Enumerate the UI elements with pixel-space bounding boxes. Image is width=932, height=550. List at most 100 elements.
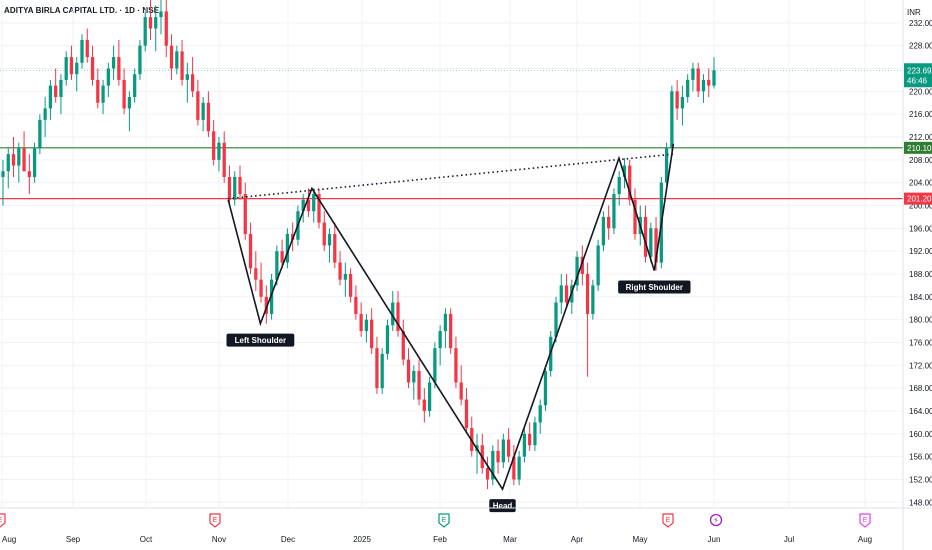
candle-body — [111, 57, 116, 69]
candle-body — [64, 57, 68, 80]
price-tick-label: 196.00 — [909, 224, 932, 233]
candle-body — [127, 97, 132, 109]
candle-body — [712, 70, 716, 86]
price-tick-label: 228.00 — [909, 42, 932, 51]
candle-body — [422, 399, 426, 411]
candle-body — [338, 262, 342, 280]
annotation-box — [489, 499, 516, 513]
candle-body — [69, 57, 74, 75]
time-axis[interactable]: Aug Sep Oct Nov Dec 2025 Feb Mar Apr May Jun Jul Aug — [0, 507, 932, 544]
candle-body — [190, 74, 195, 92]
candle-body — [538, 405, 542, 423]
earnings-event-icon[interactable]: ⚡ — [709, 513, 723, 527]
candle-body — [327, 234, 332, 246]
candle-body — [317, 194, 321, 223]
candle-body — [512, 456, 516, 480]
candle-body — [375, 348, 379, 389]
candle-body — [101, 85, 105, 103]
candle-body — [454, 348, 458, 383]
candle-body — [443, 313, 448, 332]
time-tick-label: Aug — [2, 535, 16, 544]
candle-body — [175, 51, 179, 69]
candle-body — [138, 45, 142, 75]
candles — [1, 0, 716, 490]
candle-body — [59, 79, 63, 98]
candle-body — [359, 313, 363, 332]
price-tick-label: 148.00 — [909, 498, 932, 507]
price-tick-label: 192.00 — [909, 247, 932, 256]
candle-body — [196, 91, 200, 120]
currency-label[interactable]: INR — [907, 8, 921, 17]
price-tick-label: 176.00 — [909, 338, 932, 347]
candle-body — [506, 439, 511, 457]
earnings-event-icon[interactable]: E — [859, 513, 871, 528]
candle-body — [343, 273, 347, 280]
candle-body — [80, 39, 84, 63]
time-tick-label: Aug — [858, 535, 872, 544]
price-axis[interactable]: 148.00 152.00 156.00 160.00 164.00 168.00 172.… — [902, 0, 932, 550]
candle-body — [17, 148, 21, 166]
price-level-tag-label: 201.20 — [907, 195, 932, 204]
candle-body — [564, 285, 569, 303]
chart-title: ADITYA BIRLA CAPITAL LTD. · 1D · NSE — [4, 6, 160, 15]
event-circle — [709, 513, 723, 527]
candle-body — [643, 216, 648, 257]
candle-body — [559, 285, 563, 303]
event-shield — [438, 513, 450, 528]
time-tick-label: Jun — [708, 535, 721, 544]
candle-body — [401, 331, 405, 360]
pattern-zigzag-line — [227, 143, 675, 492]
candle-body — [306, 199, 311, 212]
candle-body — [396, 302, 400, 332]
candle-body — [54, 85, 58, 98]
candle-body — [122, 79, 126, 109]
candle-body — [43, 108, 47, 120]
candle-body — [243, 194, 247, 235]
earnings-event-icon[interactable]: E — [662, 513, 674, 528]
candle-body — [154, 17, 158, 29]
last-price-countdown: 46:46 — [907, 76, 928, 85]
candle-body — [554, 302, 558, 337]
price-tick-label: 188.00 — [909, 270, 932, 279]
candle-body — [406, 359, 411, 383]
event-shield — [662, 513, 674, 528]
candle-body — [185, 74, 189, 80]
price-tick-label: 160.00 — [909, 430, 932, 439]
candle-body — [222, 142, 226, 177]
price-tick-label: 212.00 — [909, 133, 932, 142]
time-tick-label: Nov — [212, 535, 226, 544]
price-tick-label: 164.00 — [909, 407, 932, 416]
time-tick-label: Feb — [433, 535, 447, 544]
candle-body — [238, 176, 242, 195]
candle-body — [628, 165, 632, 200]
candle-body — [385, 325, 390, 354]
time-tick-label: May — [632, 535, 647, 544]
candle-body — [591, 285, 595, 314]
candle-body — [438, 331, 442, 349]
candle-body — [348, 273, 353, 297]
candle-body — [106, 68, 110, 86]
candle-body — [85, 39, 89, 58]
price-tick-label: 180.00 — [909, 316, 932, 325]
earnings-event-icon[interactable]: E — [438, 513, 450, 528]
event-markers[interactable]: E E E E ⚡ E — [0, 513, 871, 528]
candle-body — [543, 371, 548, 406]
head-and-shoulders-pattern — [227, 143, 675, 492]
annotation-label: Left Shoulder — [235, 336, 287, 345]
price-level-tag — [904, 192, 932, 205]
candle-body — [517, 456, 521, 480]
candle-body — [206, 102, 211, 132]
time-tick-label: Mar — [503, 535, 517, 544]
candle-body — [580, 256, 584, 274]
candle-body — [533, 422, 537, 446]
candle-body — [601, 216, 606, 246]
candle-body — [354, 296, 358, 314]
candle-body — [27, 171, 31, 177]
time-tick-label: Jul — [784, 535, 794, 544]
earnings-event-icon[interactable]: E — [0, 513, 6, 528]
earnings-event-icon[interactable]: E — [209, 513, 221, 528]
candle-body — [585, 273, 590, 314]
candle-body — [180, 51, 184, 80]
candle-body — [675, 91, 679, 109]
